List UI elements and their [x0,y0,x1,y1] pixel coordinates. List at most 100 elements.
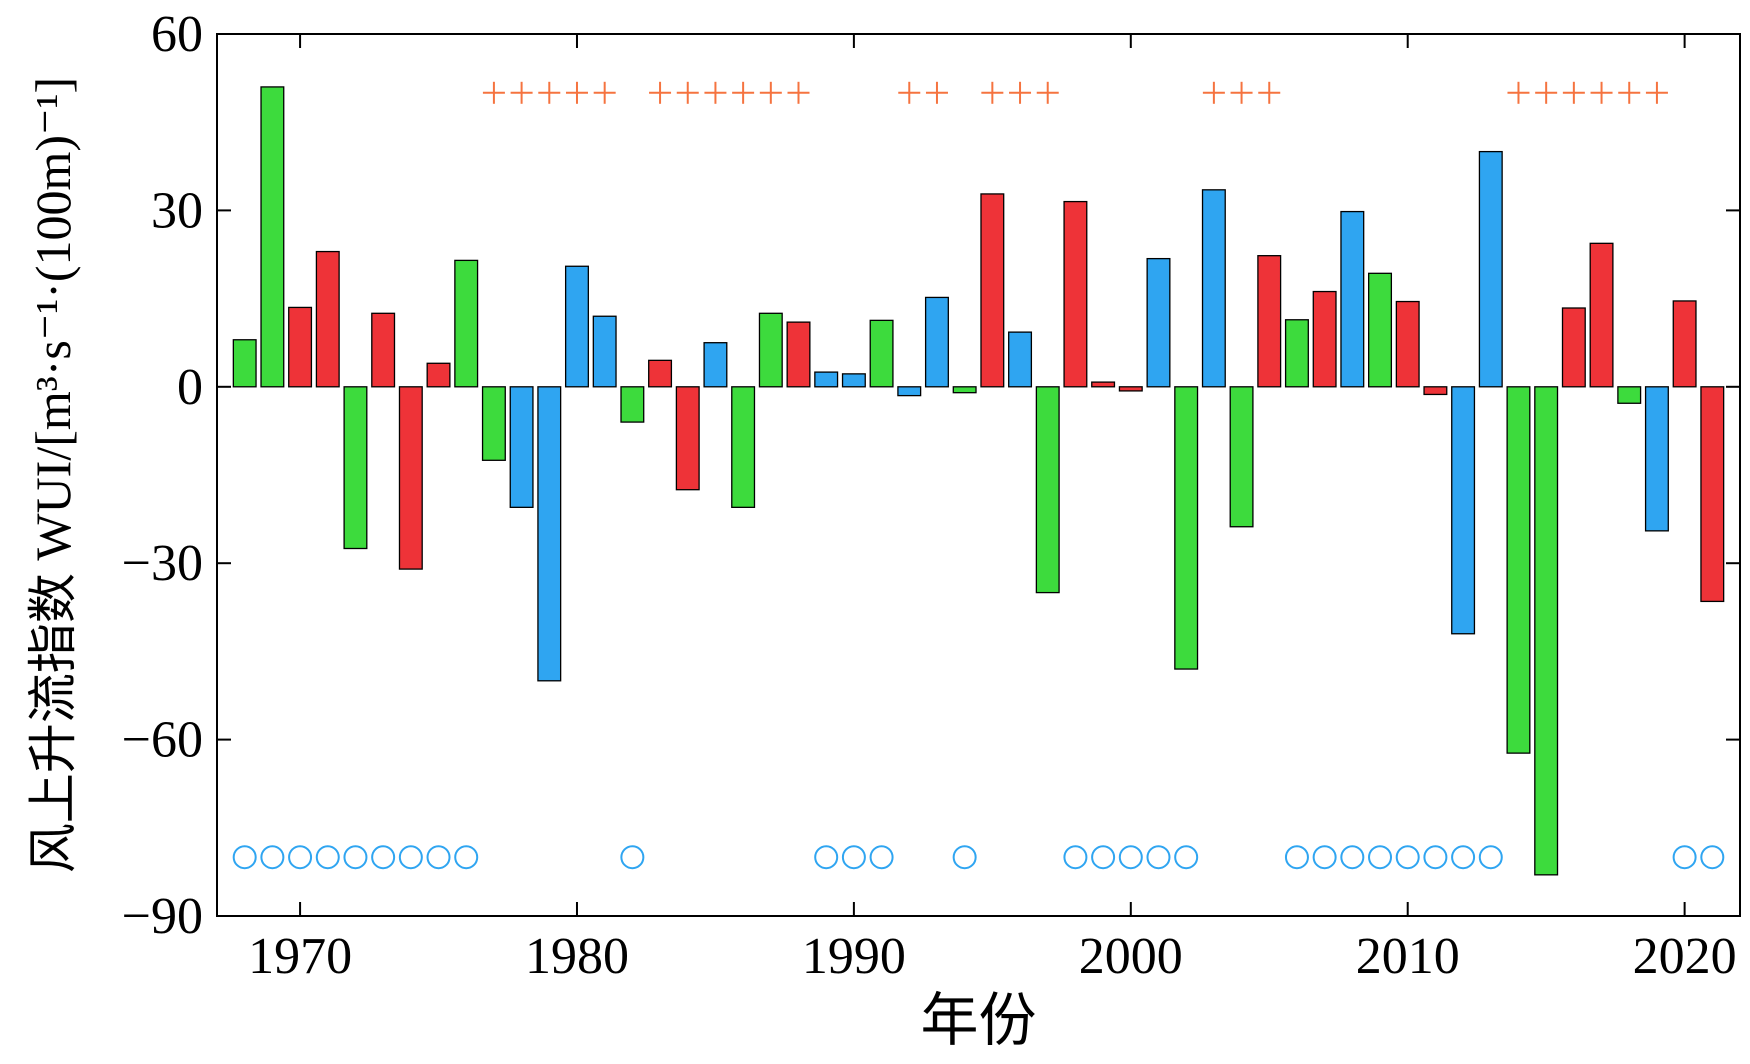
bar-1994 [952,386,977,394]
bar-2015 [1534,386,1559,876]
bar-2013 [1478,150,1503,388]
plus-marker-1984 [676,81,699,104]
bar-2001 [1146,257,1171,388]
bar-2004 [1229,386,1254,528]
y-tick-label: 30 [151,182,203,239]
circle-marker-2000 [1118,845,1143,870]
circle-marker-1989 [814,845,839,870]
circle-marker-1998 [1063,845,1088,870]
bar-1980 [564,265,589,388]
bar-1969 [260,86,285,388]
y-tick-label: 60 [151,6,203,63]
circle-marker-2002 [1174,845,1199,870]
bar-1996 [1008,331,1033,388]
bar-2018 [1617,386,1642,404]
bar-2002 [1174,386,1199,670]
circle-marker-2007 [1312,845,1337,870]
plus-marker-2016 [1562,81,1585,104]
plus-marker-2018 [1618,81,1641,104]
bar-2012 [1451,386,1476,635]
x-tick-label: 2000 [1079,928,1183,985]
circle-marker-1991 [869,845,894,870]
bar-2000 [1118,386,1143,392]
circle-marker-1976 [454,845,479,870]
bar-1990 [841,373,866,388]
plus-marker-1993 [925,81,948,104]
bar-1968 [232,339,257,388]
bar-2010 [1395,300,1420,388]
circle-marker-2010 [1395,845,1420,870]
bar-1975 [426,362,451,388]
bar-2009 [1368,272,1393,388]
bar-1977 [481,386,506,461]
bar-2005 [1257,255,1282,388]
bar-1991 [869,319,894,388]
plus-marker-1977 [482,81,505,104]
bar-2016 [1561,307,1586,388]
bar-1978 [509,386,534,508]
circle-marker-1975 [426,845,451,870]
plus-marker-1978 [510,81,533,104]
bar-1979 [537,386,562,682]
bar-2007 [1312,290,1337,388]
bar-2006 [1284,319,1309,388]
x-tick-label: 2020 [1633,928,1737,985]
circle-marker-2001 [1146,845,1171,870]
circle-marker-1969 [260,845,285,870]
bar-1983 [648,359,673,388]
plus-marker-2003 [1202,81,1225,104]
axis-ticks: 60 30 0 −30 −60 −90 1970 1980 1990 2000 2010 2020 [122,6,1740,985]
circle-marker-2013 [1478,845,1503,870]
plus-marker-1987 [759,81,782,104]
y-tick-label: −90 [122,888,203,945]
bar-1985 [703,342,728,388]
x-axis-label: 年份 [920,988,1036,1053]
x-tick-label: 1970 [248,928,352,985]
circle-marker-1973 [371,845,396,870]
bar-1974 [398,386,423,570]
x-tick-label: 2010 [1356,928,1460,985]
plus-marker-1983 [649,81,672,104]
bar-2003 [1201,189,1226,388]
bar-1997 [1035,386,1060,594]
x-tick-label: 1980 [525,928,629,985]
plot-frame [216,33,1741,917]
y-tick-label: 0 [177,359,203,416]
bar-2017 [1589,242,1614,388]
y-axis-label: 风上升流指数 WUI/[m³·s⁻¹·(100m)⁻¹] [25,77,81,873]
bar-1993 [924,296,949,388]
bar-1987 [758,312,783,388]
circle-marker-2009 [1368,845,1393,870]
bar-1982 [620,386,645,423]
bar-2011 [1423,386,1448,396]
plus-marker-1985 [704,81,727,104]
circle-marker-1974 [398,845,423,870]
circle-marker-1971 [315,845,340,870]
bar-1992 [897,386,922,397]
circle-marker-1990 [841,845,866,870]
bar-1976 [454,259,479,388]
markers-group [232,81,1725,870]
circle-marker-2008 [1340,845,1365,870]
plus-marker-1995 [981,81,1004,104]
circle-marker-1999 [1091,845,1116,870]
plus-marker-2019 [1645,81,1668,104]
circle-marker-1970 [288,845,313,870]
bar-1973 [371,312,396,388]
bar-1984 [675,386,700,491]
bar-1995 [980,193,1005,388]
y-tick-label: −30 [122,535,203,592]
circle-marker-1994 [952,845,977,870]
bar-1998 [1063,200,1088,388]
plus-marker-1992 [898,81,921,104]
plus-marker-2015 [1535,81,1558,104]
bar-1989 [814,371,839,388]
plus-marker-1980 [565,81,588,104]
circle-marker-1968 [232,845,257,870]
circle-marker-2006 [1284,845,1309,870]
bar-2020 [1672,300,1697,388]
bar-1981 [592,315,617,388]
plus-marker-1981 [593,81,616,104]
bar-1999 [1091,381,1116,388]
